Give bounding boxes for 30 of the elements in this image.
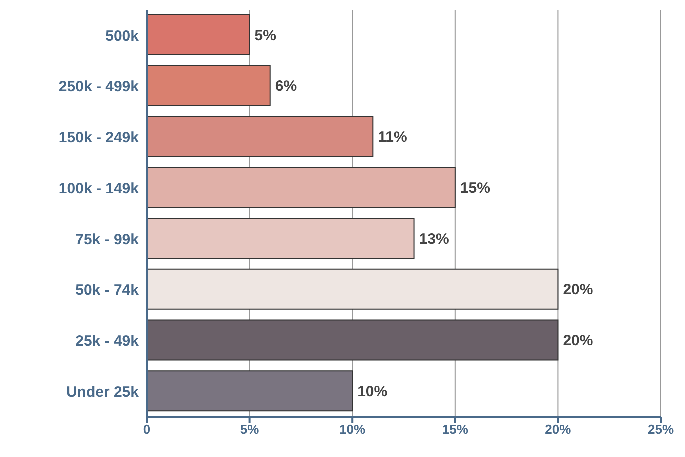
y-tick-label: 50k - 74k: [76, 282, 140, 300]
y-tick-label: 75k - 99k: [76, 231, 140, 248]
y-tick-label: 150k - 249k: [58, 130, 140, 147]
x-tick-label: 20%: [545, 422, 572, 438]
x-tick-label: 10%: [340, 422, 366, 438]
x-tick-label: 15%: [442, 422, 469, 438]
bar: [147, 370, 354, 412]
bar: [147, 65, 271, 106]
data-label: 10%: [358, 383, 388, 400]
data-label: 11%: [378, 129, 408, 146]
data-label: 20%: [563, 332, 594, 350]
data-label: 20%: [563, 282, 594, 299]
y-tick-label: 25k - 49k: [76, 333, 140, 350]
data-label: 13%: [419, 230, 450, 248]
bar: [147, 218, 415, 259]
bar: [147, 268, 559, 310]
bar: [147, 320, 559, 361]
data-label: 5%: [254, 27, 276, 44]
bar: [147, 14, 250, 56]
y-tick-label: Under 25k: [66, 384, 140, 401]
y-tick-label: 250k - 499k: [58, 78, 140, 96]
data-label: 6%: [275, 78, 298, 96]
x-tick-label: 25%: [648, 422, 674, 438]
bar: [147, 167, 456, 208]
x-tick-label: 0: [143, 422, 151, 438]
y-tick-label: 500k: [106, 28, 140, 45]
data-label: 15%: [460, 180, 490, 197]
bar: [147, 116, 374, 158]
y-tick-label: 100k - 149k: [58, 180, 140, 198]
x-tick-label: 5%: [240, 422, 260, 438]
